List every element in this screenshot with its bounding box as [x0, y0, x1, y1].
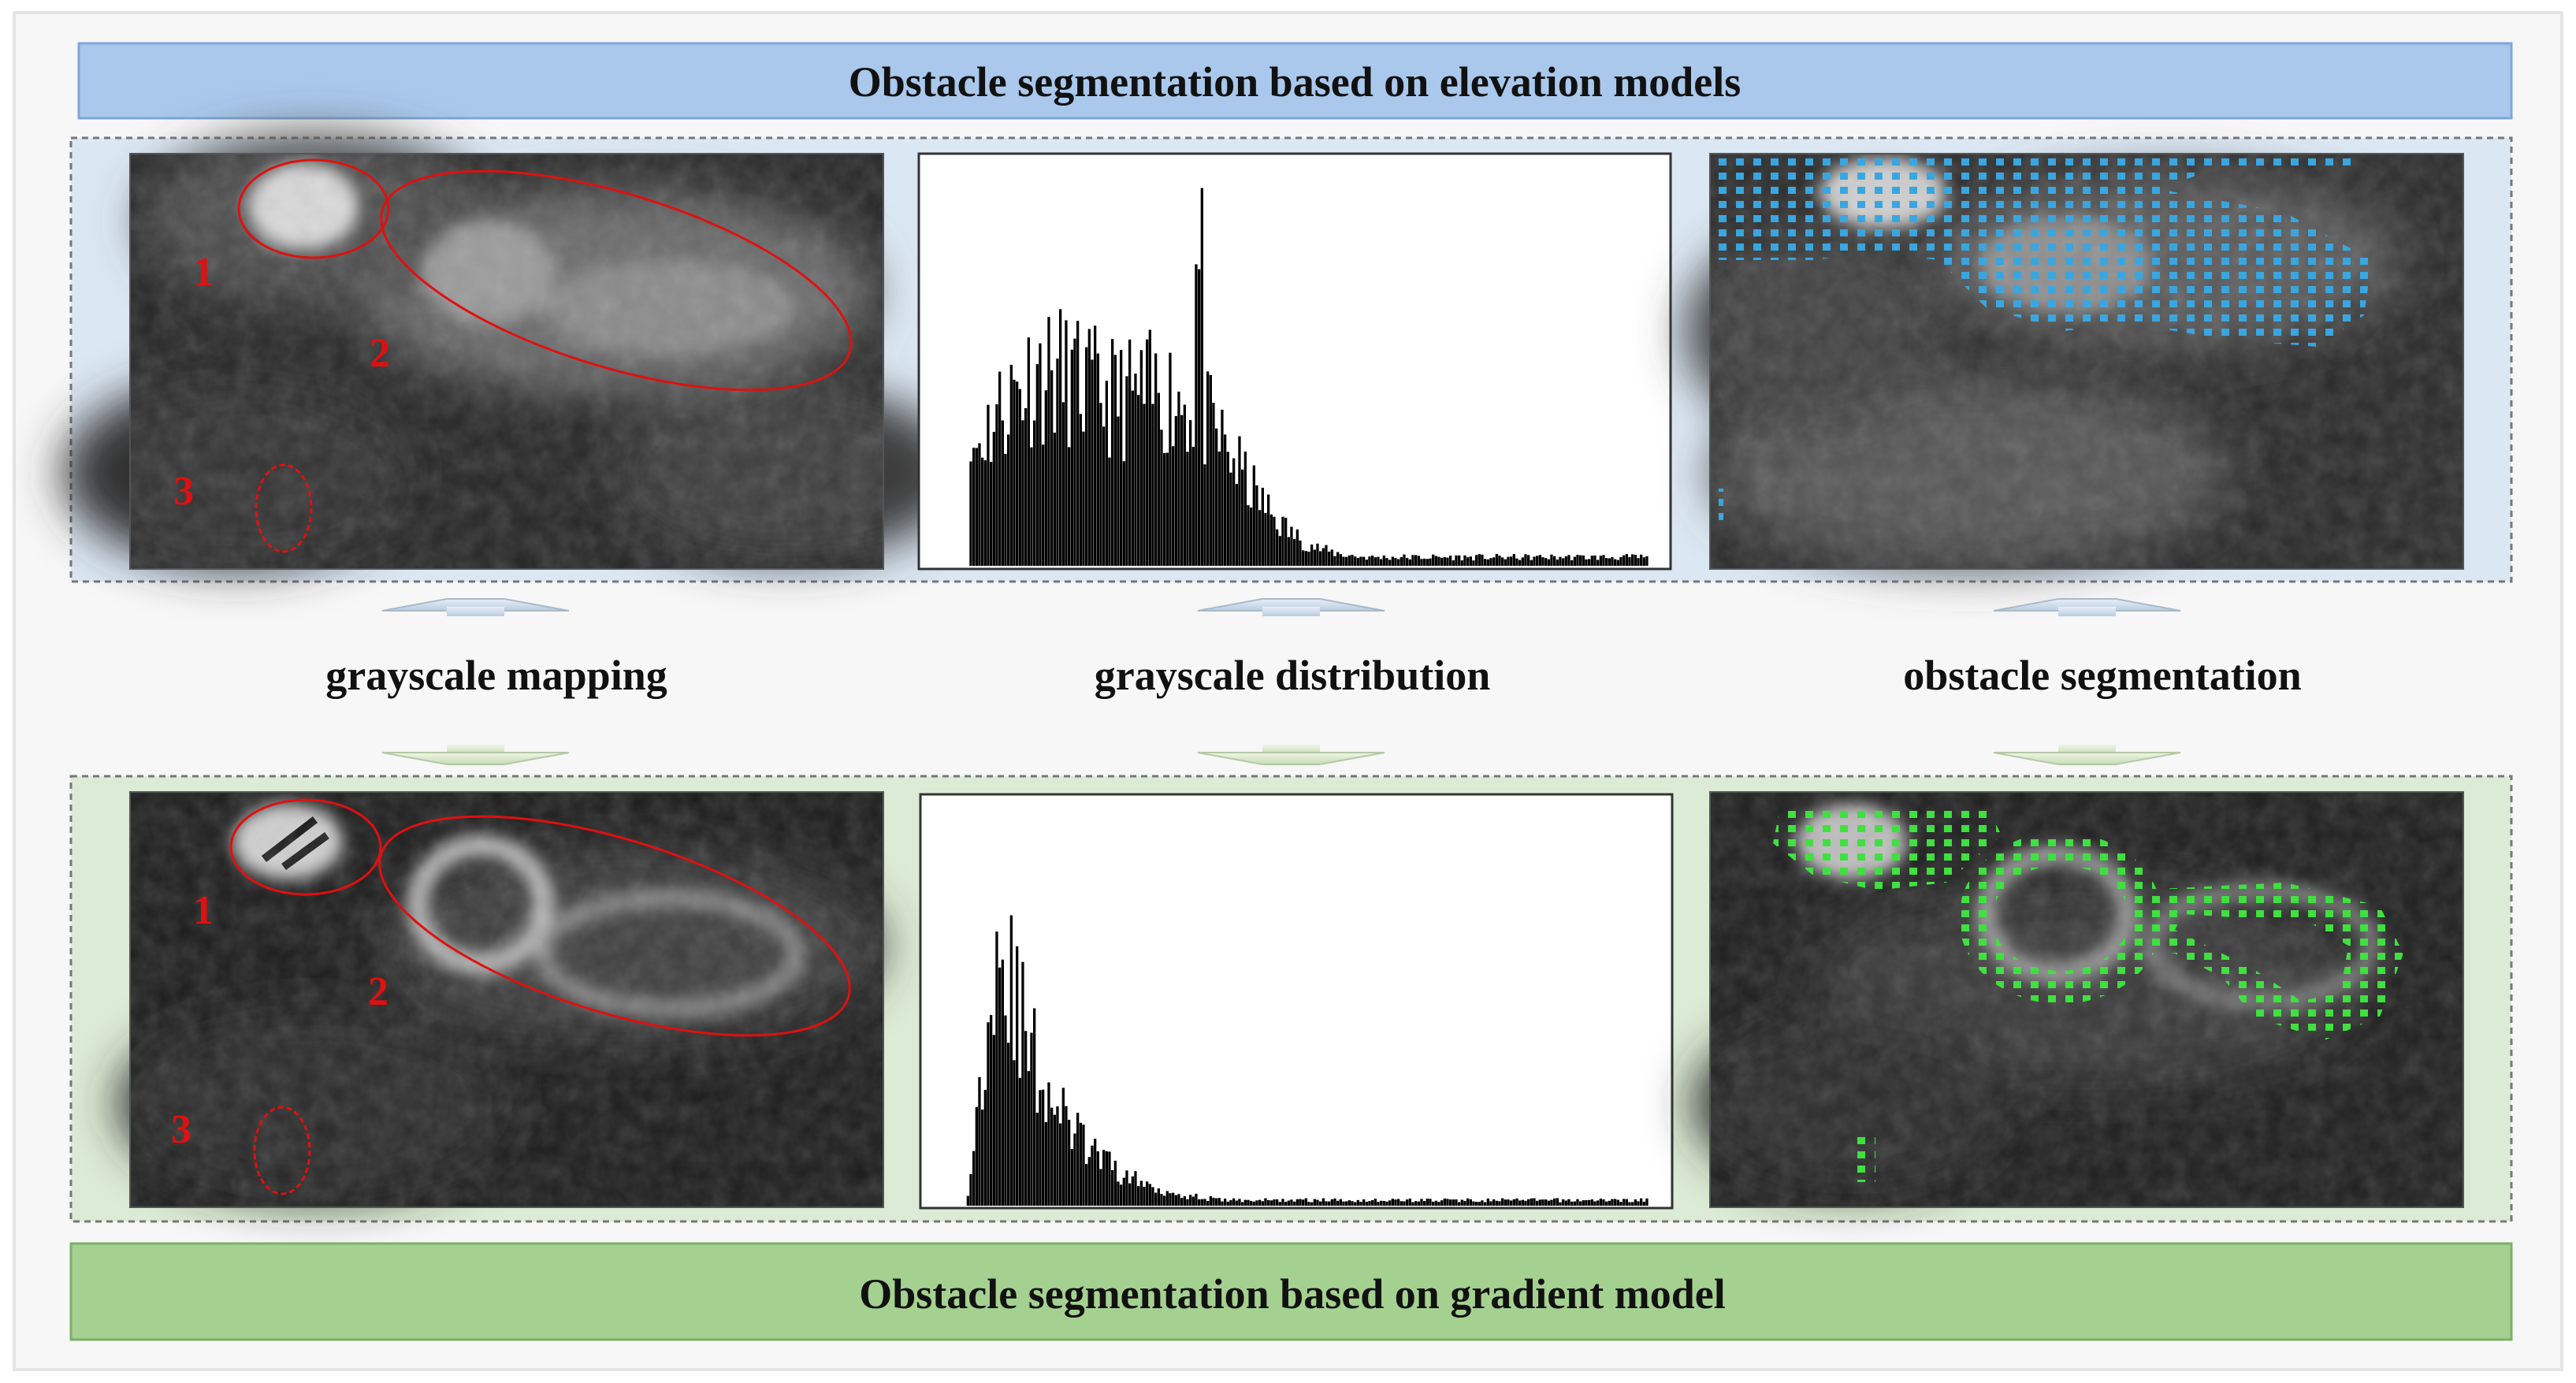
region-marker-1: 1: [193, 888, 214, 933]
gradient-histogram: [919, 793, 1674, 1210]
elevation-histogram: [917, 152, 1672, 571]
elevation-segmentation-image: [1686, 153, 2464, 570]
bottom-banner: [69, 1242, 2513, 1341]
region-outline-1: [237, 158, 390, 259]
top-banner-title: Obstacle segmentation based on elevation…: [849, 58, 1741, 106]
stage-label-grayscale-mapping: grayscale mapping: [325, 652, 667, 699]
arrow-down-mapping: [381, 745, 570, 765]
elevation-grayscale-image: 1 2 3: [63, 134, 961, 570]
region-marker-1: 1: [193, 250, 214, 295]
region-marker-2: 2: [370, 331, 390, 376]
bottom-banner-title: Obstacle segmentation based on gradient …: [859, 1270, 1726, 1318]
arrow-down-distribution: [1197, 745, 1385, 765]
region-marker-2: 2: [368, 969, 388, 1014]
stage-label-obstacle-segmentation: obstacle segmentation: [1903, 652, 2301, 699]
arrow-down-segmentation: [1993, 745, 2181, 765]
arrow-up-distribution: [1197, 598, 1385, 616]
top-banner: [77, 42, 2513, 120]
gradient-grayscale-image: 1 2 3: [118, 791, 884, 1208]
region-outline-2: [380, 169, 853, 392]
elevation-histogram-bars: [969, 188, 1649, 566]
region-marker-3: 3: [173, 469, 194, 514]
arrow-up-segmentation: [1993, 598, 2181, 616]
region-outline-3: [255, 463, 313, 553]
gradient-segmentation-image: [1694, 791, 2464, 1208]
stage-label-grayscale-distribution: grayscale distribution: [1095, 652, 1491, 699]
region-outline-1: [229, 798, 382, 896]
arrow-up-mapping: [381, 598, 570, 616]
gradient-segmented-region: [1773, 804, 2403, 1182]
region-outline-2: [378, 815, 851, 1037]
elevation-segmented-region: [1714, 158, 2372, 347]
region-outline-3: [253, 1106, 311, 1195]
region-marker-3: 3: [171, 1107, 191, 1152]
gradient-histogram-bars: [966, 915, 1649, 1206]
